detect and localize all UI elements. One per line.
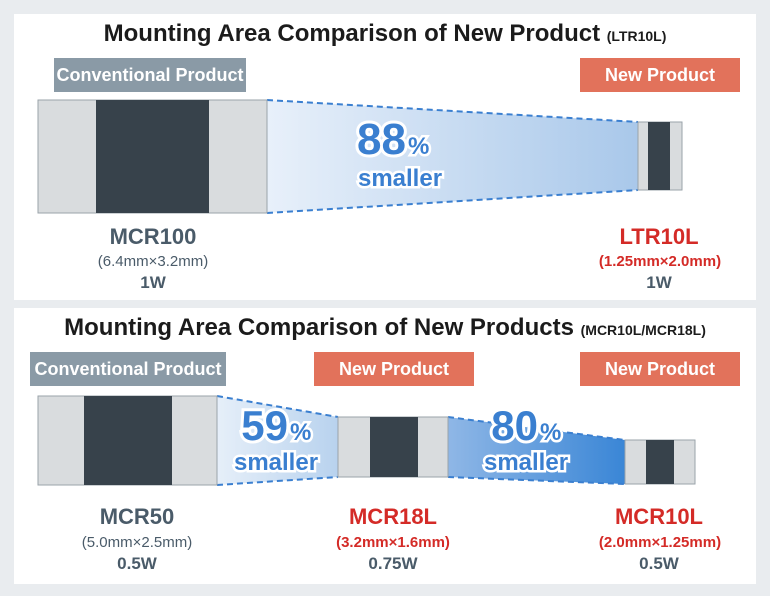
new-product-tag: New Product <box>580 58 740 92</box>
mcr100-name: MCR100 <box>109 224 197 249</box>
mcr50-dimensions: (5.0mm×2.5mm) <box>81 534 193 551</box>
mcr10l-dimensions: (2.0mm×1.25mm) <box>598 534 722 551</box>
reduction-word: smaller <box>358 165 442 192</box>
conventional-product-tag: Conventional Product <box>30 352 226 386</box>
panel-ltr10l-comparison: Mounting Area Comparison of New Product … <box>14 14 756 300</box>
reduction-59-label: 59 % smaller <box>231 399 320 479</box>
reduction-value: 88 <box>357 115 406 164</box>
new-product-tag-right: New Product <box>580 352 740 386</box>
mcr10l-power: 0.5W <box>639 554 679 573</box>
reduction-unit: % <box>408 133 429 160</box>
wedge-top-dashed-line <box>266 99 639 123</box>
reduction1-unit: % <box>290 419 311 446</box>
reduction1-value: 59 <box>241 402 288 449</box>
reduction-wedge-2 <box>448 417 625 484</box>
mcr10l-name: MCR10L <box>614 504 703 529</box>
mcr18l-resistor <box>337 416 449 478</box>
reduction-88-label: 88 % smaller <box>354 112 444 195</box>
panel2-diagram: 59 % smaller 80 % smaller <box>37 395 696 486</box>
reduction2-value: 80 <box>491 402 538 449</box>
reduction-wedge <box>267 100 638 213</box>
panel1-title-suffix: (LTR10L) <box>606 28 667 44</box>
mcr50-power: 0.5W <box>117 554 157 573</box>
mcr100-resistor <box>37 99 268 214</box>
mcr50-name: MCR50 <box>99 504 175 529</box>
panel2-title: Mounting Area Comparison of New Products… <box>14 314 756 342</box>
conventional-product-tag: Conventional Product <box>54 58 246 92</box>
mcr100-dimensions: (6.4mm×3.2mm) <box>97 253 209 270</box>
mcr18l-power: 0.75W <box>368 554 418 573</box>
mcr50-resistor <box>37 395 218 486</box>
reduction1-word: smaller <box>234 449 318 476</box>
reduction-80-label: 80 % smaller <box>481 399 570 479</box>
panel1-diagram: 88 % smaller <box>37 99 683 214</box>
mcr18l-name: MCR18L <box>348 504 437 529</box>
reduction2-word: smaller <box>484 449 568 476</box>
ltr10l-resistor <box>637 121 683 191</box>
new-product-tag-middle: New Product <box>314 352 474 386</box>
wedge-bottom-dashed-line <box>266 189 639 214</box>
reduction2-unit: % <box>540 419 561 446</box>
panel1-title-text: Mounting Area Comparison of New Product <box>103 20 601 47</box>
reduction-wedge-1 <box>217 396 338 485</box>
ltr10l-name: LTR10L <box>619 224 699 249</box>
wedge1-bottom-dashed-line <box>216 476 339 486</box>
mcr18l-dimensions: (3.2mm×1.6mm) <box>336 534 450 551</box>
mcr100-power: 1W <box>140 273 166 292</box>
panel2-title-text: Mounting Area Comparison of New Products <box>64 314 574 341</box>
panel-mcr10l-mcr18l-comparison: Mounting Area Comparison of New Products… <box>14 308 756 584</box>
ltr10l-dimensions: (1.25mm×2.0mm) <box>598 253 722 270</box>
panel1-title: Mounting Area Comparison of New Product … <box>14 20 756 48</box>
wedge1-top-dashed-line <box>216 395 339 418</box>
ltr10l-power: 1W <box>646 273 672 292</box>
mcr10l-resistor <box>624 439 696 485</box>
panel2-title-suffix: (MCR10L/MCR18L) <box>580 322 706 338</box>
